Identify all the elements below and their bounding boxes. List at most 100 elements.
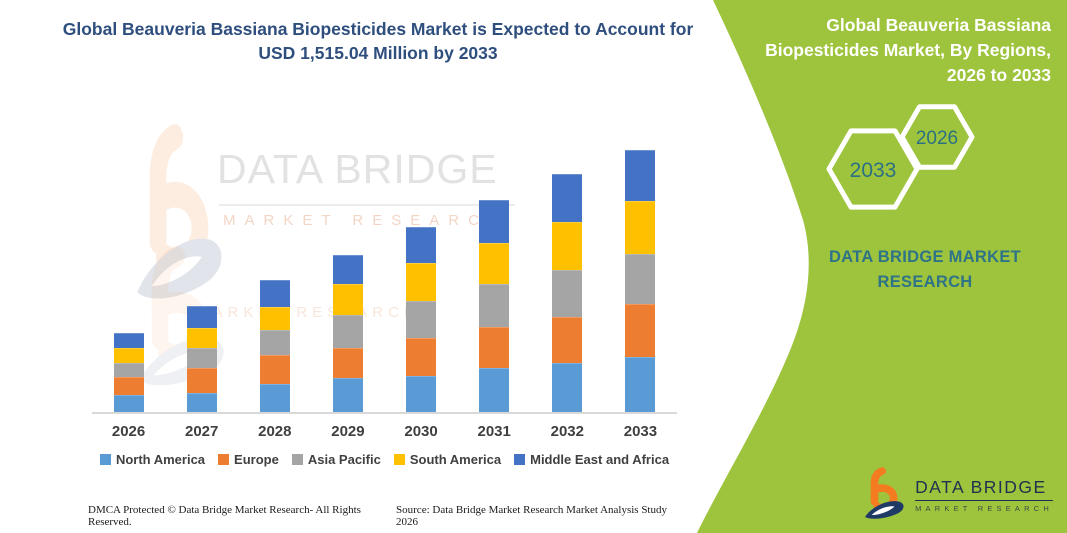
bar-segment: [406, 375, 437, 412]
stacked-bar-2031: [479, 200, 510, 412]
bar-segment: [552, 363, 583, 412]
page-title: Global Beauveria Bassiana Biopesticides …: [62, 19, 694, 63]
bar-column-2029: [311, 140, 384, 412]
bar-segment: [406, 338, 437, 376]
hexagon-badges: 2033 2026: [826, 104, 975, 210]
footer-source-text: Source: Data Bridge Market Research Mark…: [396, 504, 667, 528]
stacked-bar-2029: [332, 254, 363, 412]
bar-column-2032: [531, 140, 604, 412]
x-axis-label: 2030: [404, 423, 438, 440]
bar-segment: [479, 368, 510, 412]
bar-segment: [625, 357, 656, 412]
legend-label: North America: [115, 452, 206, 467]
bar-segment: [625, 150, 656, 201]
bar-segment: [259, 330, 290, 356]
panel-title: Global Beauveria Bassiana Biopesticides …: [765, 15, 1051, 85]
stacked-bar-2033: [625, 150, 656, 412]
stacked-bar-chart: 2026 2027 2028 2029 2030 2031 2032 2033: [92, 140, 677, 440]
legend-item: Europe: [218, 452, 279, 467]
bar-segment: [113, 362, 144, 377]
bar-segment: [479, 242, 510, 285]
stacked-bar-2032: [552, 173, 583, 412]
legend-item: Asia Pacific: [291, 452, 381, 467]
footer: DMCA Protected © Data Bridge Market Rese…: [88, 504, 688, 528]
x-axis-label: 2031: [477, 423, 511, 440]
x-axis-label: 2027: [185, 423, 219, 440]
legend-label: Asia Pacific: [307, 452, 381, 467]
x-axis-label: 2026: [111, 423, 146, 440]
logo-subtext: MARKET RESEARCH: [915, 504, 1053, 513]
legend-swatch: [393, 454, 405, 465]
logo-wordmark: DATA BRIDGE: [915, 477, 1053, 501]
bar-segment: [479, 284, 510, 327]
chart-xaxis: 2026 2027 2028 2029 2030 2031 2032 2033: [92, 423, 677, 440]
data-bridge-logo-icon: [864, 467, 906, 523]
stacked-bar-2030: [406, 226, 437, 412]
bar-segment: [186, 348, 217, 368]
bar-segment: [186, 327, 217, 349]
bar-column-2030: [385, 140, 458, 412]
watermark-brand-line1: DATA BRIDGE: [217, 146, 498, 192]
bar-segment: [113, 332, 144, 349]
legend-label: Middle East and Africa: [530, 452, 670, 467]
bar-segment: [625, 253, 656, 304]
bar-column-2031: [458, 140, 531, 412]
stacked-bar-2027: [186, 306, 217, 412]
legend-swatch: [99, 454, 111, 465]
stacked-bar-2028: [259, 280, 290, 412]
bar-segment: [259, 306, 290, 331]
watermark-rule: [219, 204, 515, 206]
bar-segment: [259, 355, 290, 385]
bar-segment: [625, 200, 656, 254]
watermark-brand-line2: MARKET RESEARCH: [223, 212, 508, 229]
bar-segment: [332, 377, 363, 412]
bar-column-2026: [92, 140, 165, 412]
bar-segment: [479, 200, 510, 243]
bar-segment: [186, 367, 217, 393]
bar-segment: [332, 315, 363, 348]
legend-swatch: [218, 454, 230, 465]
hexagon-2026-label: 2026: [916, 128, 958, 149]
hexagon-2033-label: 2033: [850, 159, 897, 182]
bar-segment: [552, 269, 583, 317]
bar-segment: [552, 222, 583, 270]
bar-segment: [552, 173, 583, 223]
bar-column-2033: [604, 140, 677, 412]
bar-segment: [186, 306, 217, 328]
x-axis-label: 2033: [623, 423, 658, 440]
bar-segment: [332, 347, 363, 378]
bar-segment: [259, 384, 290, 412]
bar-segment: [259, 280, 290, 307]
legend-swatch: [514, 454, 526, 465]
legend-item: South America: [393, 452, 502, 467]
bar-segment: [113, 376, 144, 395]
bar-segment: [625, 303, 656, 358]
panel-brand-text: DATA BRIDGE MARKET RESEARCH: [828, 248, 1022, 291]
bar-segment: [406, 226, 437, 264]
bar-segment: [113, 394, 144, 412]
bar-segment: [332, 284, 363, 316]
bar-segment: [406, 263, 437, 302]
bar-segment: [479, 326, 510, 369]
bar-column-2027: [165, 140, 238, 412]
legend-item: Middle East and Africa: [514, 452, 669, 467]
bar-segment: [332, 254, 363, 285]
legend-swatch: [291, 454, 303, 465]
bar-segment: [186, 393, 217, 412]
bar-segment: [406, 301, 437, 339]
hexagon-2033: [826, 128, 920, 210]
footer-logo: DATA BRIDGE MARKET RESEARCH: [864, 467, 1053, 523]
hexagon-2026: [899, 104, 975, 170]
legend-label: South America: [409, 452, 502, 467]
stacked-bar-2026: [113, 332, 144, 412]
bar-segment: [113, 348, 144, 363]
x-axis-label: 2028: [258, 423, 292, 440]
footer-dmca-text: DMCA Protected © Data Bridge Market Rese…: [88, 504, 361, 528]
legend-label: Europe: [234, 452, 279, 467]
chart-plot: [92, 140, 677, 414]
bar-column-2028: [238, 140, 311, 412]
x-axis-label: 2032: [550, 423, 584, 440]
legend-item: North America: [99, 452, 206, 467]
x-axis-label: 2029: [331, 423, 365, 440]
